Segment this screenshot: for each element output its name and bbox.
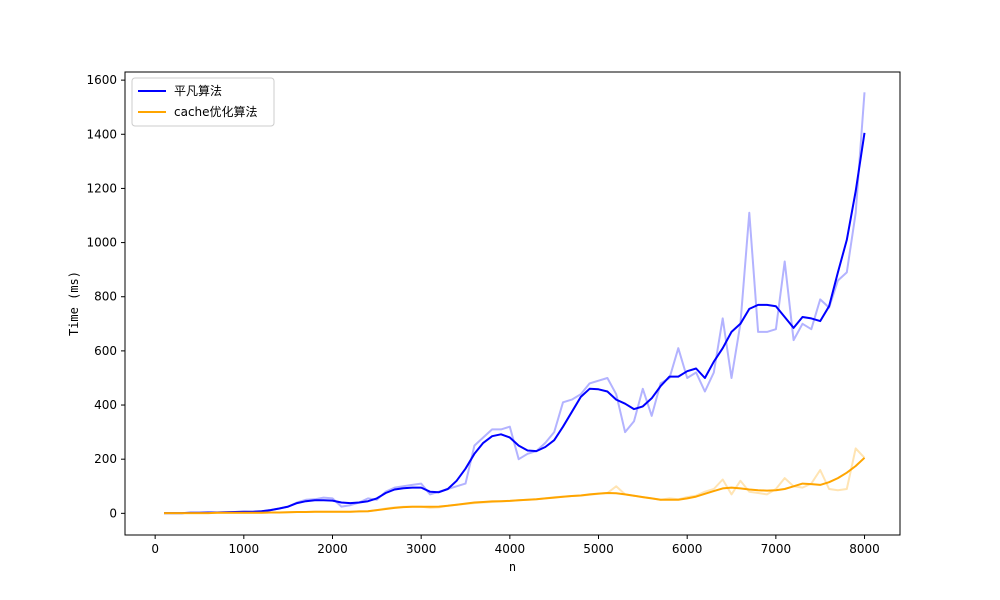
x-tick-label: 2000 (317, 542, 348, 556)
y-tick-label: 600 (94, 344, 117, 358)
y-tick-label: 1400 (86, 127, 117, 141)
legend-box (131, 77, 275, 127)
series-raw-line-cache-optimized-algorithm (164, 447, 866, 515)
x-tick-label: 7000 (761, 542, 792, 556)
x-tick-label: 0 (151, 542, 159, 556)
series-layer (164, 92, 866, 515)
x-tick-label: 4000 (495, 542, 526, 556)
y-tick-label: 800 (94, 290, 117, 304)
x-tick-label: 8000 (849, 542, 880, 556)
x-tick-label: 6000 (672, 542, 703, 556)
y-axis: 0 200 400 600 800 1000 1200 1400 1600 (86, 73, 125, 520)
legend: 平凡算法 cache优化算法 (131, 77, 275, 127)
plot-area-frame (124, 71, 901, 536)
x-axis-label: n (509, 560, 516, 574)
y-tick-label: 200 (94, 452, 117, 466)
x-tick-label: 5000 (583, 542, 614, 556)
x-tick-label: 3000 (406, 542, 437, 556)
x-tick-label: 1000 (229, 542, 260, 556)
y-tick-label: 1000 (86, 236, 117, 250)
y-tick-label: 1200 (86, 181, 117, 195)
legend-label-plain-algorithm: 平凡算法 (174, 83, 222, 98)
x-axis: 0 1000 2000 3000 4000 5000 6000 7000 8000 (151, 535, 880, 556)
y-tick-label: 400 (94, 398, 117, 412)
series-raw-line-plain-algorithm (164, 92, 866, 515)
legend-label-cache-optimized-algorithm: cache优化算法 (174, 104, 258, 119)
series-smoothed-line-plain-algorithm (164, 132, 866, 515)
series-smoothed-line-cache-optimized-algorithm (164, 457, 866, 515)
y-axis-label: Time (ms) (67, 271, 81, 336)
y-tick-label: 1600 (86, 73, 117, 87)
y-tick-label: 0 (109, 506, 117, 520)
